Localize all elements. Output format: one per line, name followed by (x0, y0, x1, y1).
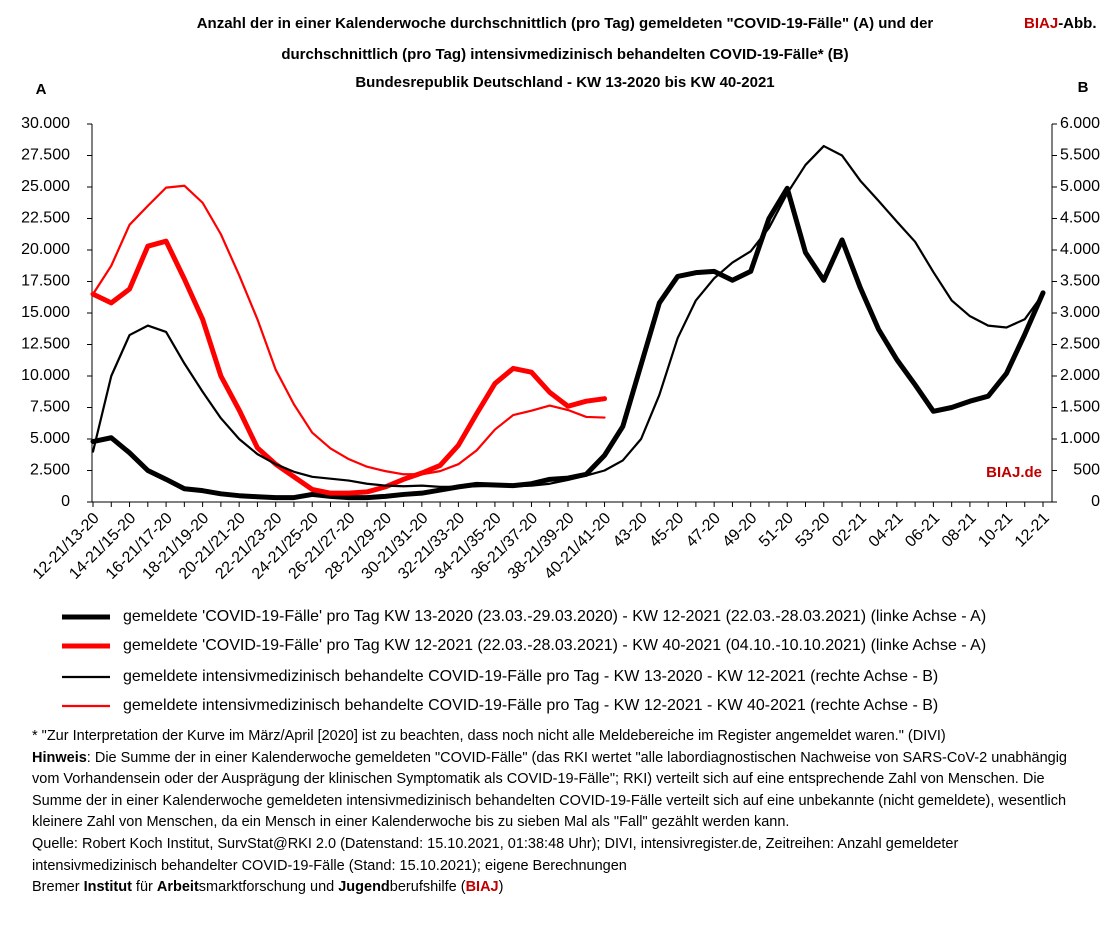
institute-part: smarktforschung und (198, 879, 339, 896)
y-tick-label: 7.500 (30, 399, 70, 416)
x-tick-label: 47-20 (683, 510, 724, 551)
institute-part: Bremer (32, 879, 84, 896)
legend-label: gemeldete intensivmedizinisch behandelte… (123, 697, 938, 714)
x-tick-label: 49-20 (720, 510, 761, 551)
x-tick-label: 10-21 (975, 510, 1016, 551)
institute: Bremer Institut für Arbeitsmarktforschun… (32, 877, 1082, 899)
y-tick-label: 25.000 (21, 178, 70, 195)
badge-part: BIAJ (1024, 15, 1058, 32)
badge: BIAJ-Abb. (1024, 15, 1097, 32)
hint: Hinweis: Die Summe der in einer Kalender… (32, 748, 1082, 834)
y2-tick-label: 2.500 (1060, 336, 1100, 353)
y-tick-label: 22.500 (21, 210, 70, 227)
y2-tick-label: 1.500 (1060, 399, 1100, 416)
y-tick-label: 15.000 (21, 304, 70, 321)
series-line (91, 184, 606, 476)
y2-tick-label: 3.500 (1060, 273, 1100, 290)
y-tick-label: 5.000 (30, 430, 70, 447)
y2-tick-label: 0 (1091, 493, 1100, 510)
y-tick-label: 12.500 (21, 336, 70, 353)
y2-tick-label: 1.000 (1060, 430, 1100, 447)
x-tick-label: 04-21 (866, 510, 907, 551)
y2-tick-label: 500 (1073, 462, 1100, 479)
chart: Anzahl der in einer Kalenderwoche durchs… (21, 15, 1100, 714)
y2-axis-label: B (1078, 79, 1089, 96)
legend-label: gemeldete intensivmedizinisch behandelte… (123, 668, 938, 685)
institute-part: ) (498, 879, 504, 896)
institute-part: Jugend (338, 879, 390, 896)
hint-text: : Die Summe der in einer Kalenderwoche g… (32, 749, 1067, 831)
notes: * "Zur Interpretation der Kurve im März/… (32, 726, 1082, 899)
y2-tick-label: 2.000 (1060, 367, 1100, 384)
x-tick-label: 53-20 (793, 510, 834, 551)
source: Quelle: Robert Koch Institut, SurvStat@R… (32, 835, 959, 874)
y-axis-label: A (36, 81, 47, 98)
chart-title: Bundesrepublik Deutschland - KW 13-2020 … (355, 74, 774, 91)
x-tick-label: 45-20 (646, 510, 687, 551)
annotation: BIAJ.de (986, 464, 1042, 481)
institute-part: BIAJ (465, 879, 499, 896)
y2-tick-label: 5.000 (1060, 178, 1100, 195)
x-tick-label: 08-21 (939, 510, 980, 551)
y2-tick-label: 3.000 (1060, 304, 1100, 321)
institute-part: für (131, 879, 157, 896)
hint-label: Hinweis (32, 749, 87, 766)
legend-label: gemeldete 'COVID-19-Fälle' pro Tag KW 13… (123, 608, 986, 625)
series-line (91, 144, 1045, 488)
y2-tick-label: 5.500 (1060, 147, 1100, 164)
chart-title: Anzahl der in einer Kalenderwoche durchs… (197, 15, 934, 32)
x-tick-label: 43-20 (610, 510, 651, 551)
footnote: * "Zur Interpretation der Kurve im März/… (32, 728, 946, 744)
y-tick-label: 10.000 (21, 367, 70, 384)
y-tick-label: 0 (61, 493, 70, 510)
y-tick-label: 2.500 (30, 462, 70, 479)
series-line (90, 238, 608, 496)
y2-tick-label: 6.000 (1060, 115, 1100, 132)
institute-part: Institut (83, 879, 132, 896)
y2-tick-label: 4.500 (1060, 210, 1100, 227)
x-tick-label: 06-21 (902, 510, 943, 551)
badge-part: -Abb. (1058, 15, 1096, 32)
chart-title: durchschnittlich (pro Tag) intensivmediz… (281, 46, 848, 63)
y2-tick-label: 4.000 (1060, 241, 1100, 258)
x-tick-label: 02-21 (829, 510, 870, 551)
institute-part: Arbeit (156, 879, 199, 896)
legend-label: gemeldete 'COVID-19-Fälle' pro Tag KW 12… (123, 637, 986, 654)
y-tick-label: 27.500 (21, 147, 70, 164)
y-tick-label: 20.000 (21, 241, 70, 258)
x-tick-label: 12-21 (1012, 510, 1053, 551)
institute-part: berufshilfe ( (389, 879, 466, 896)
y-tick-label: 17.500 (21, 273, 70, 290)
series-line (90, 185, 1046, 501)
x-tick-label: 51-20 (756, 510, 797, 551)
y-tick-label: 30.000 (21, 115, 70, 132)
